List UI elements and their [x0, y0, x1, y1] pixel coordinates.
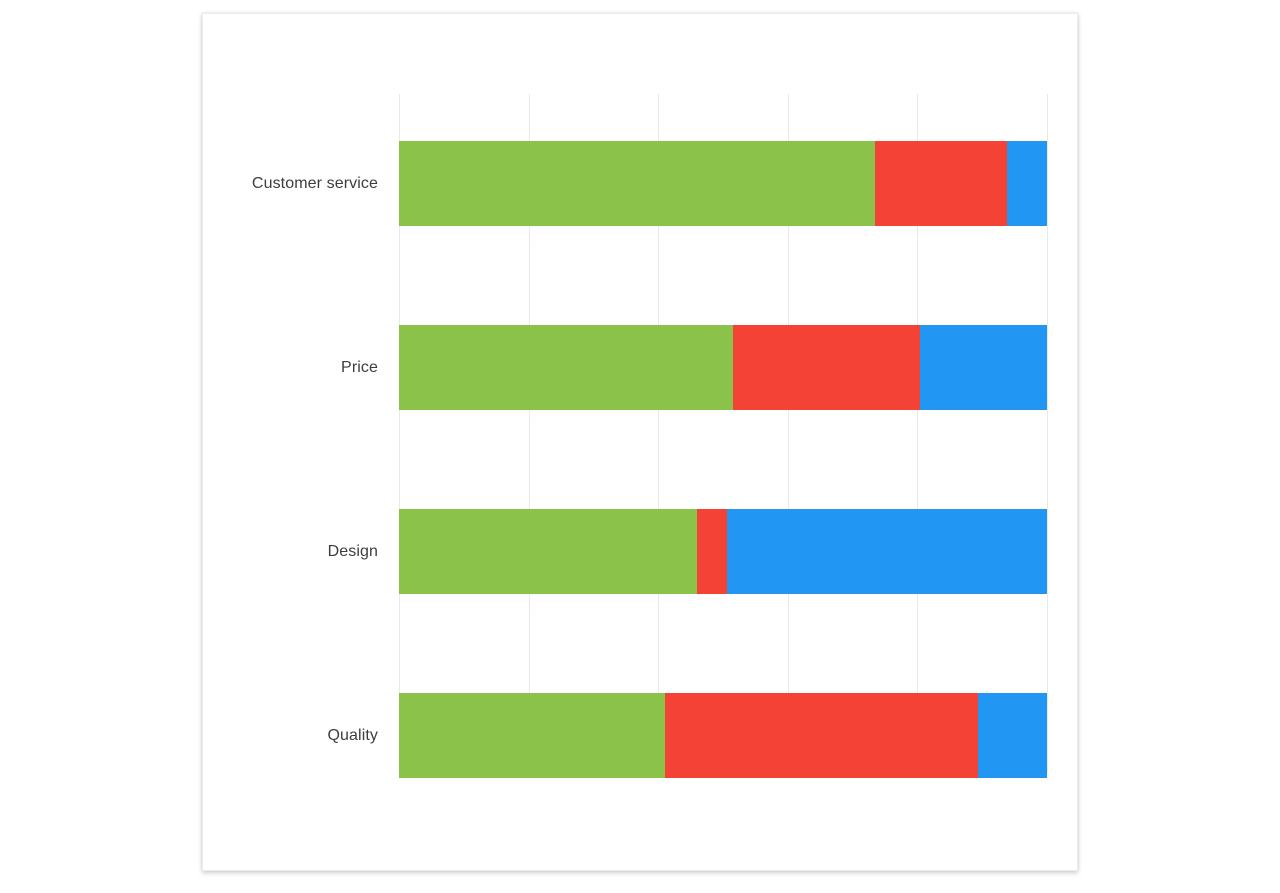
gridline: [917, 94, 919, 773]
category-label: Design: [327, 542, 378, 560]
gridline: [528, 94, 530, 773]
bar-segment-red[interactable]: [875, 141, 1007, 226]
gridline: [399, 94, 400, 773]
gridline: [1047, 94, 1048, 773]
stacked-bar: [399, 141, 1047, 226]
gridline: [658, 94, 660, 773]
gridline: [787, 94, 789, 773]
bar-segment-blue[interactable]: [919, 325, 1047, 410]
bar-segment-blue[interactable]: [1006, 141, 1047, 226]
bar-row: Quality: [328, 693, 1047, 778]
category-label: Quality: [327, 726, 378, 744]
bar-row: Design: [328, 509, 1047, 594]
bar-segment-red[interactable]: [732, 325, 920, 410]
stacked-bar: [399, 693, 1047, 778]
bar-row: Customer service: [252, 141, 1047, 226]
bar-segment-blue[interactable]: [978, 693, 1047, 778]
stacked-bar: [399, 325, 1047, 410]
bar-segment-green[interactable]: [399, 693, 665, 778]
stacked-bar: [399, 509, 1047, 594]
gridlines: [399, 94, 1048, 773]
category-label: Customer service: [251, 174, 378, 192]
bar-segment-blue[interactable]: [726, 509, 1047, 594]
bar-segment-red[interactable]: [697, 509, 727, 594]
bar-rows: Customer service Price Design Quality: [252, 141, 1047, 778]
chart-plot-area: Customer service Price Design Quality: [252, 94, 1048, 778]
bar-segment-green[interactable]: [399, 509, 698, 594]
bar-segment-red[interactable]: [664, 693, 979, 778]
bar-segment-green[interactable]: [399, 141, 876, 226]
bar-segment-green[interactable]: [399, 325, 733, 410]
chart-card: Customer service Price Design Quality: [202, 13, 1078, 871]
category-label: Price: [341, 358, 378, 376]
bar-row: Price: [341, 325, 1047, 410]
